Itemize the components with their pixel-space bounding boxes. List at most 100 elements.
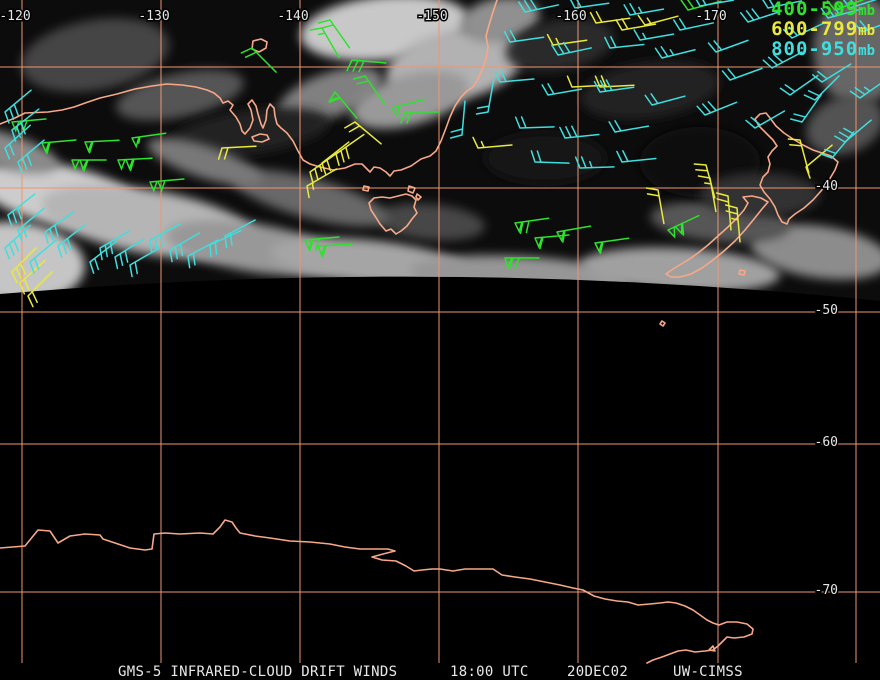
cloud-blob [580,247,780,293]
wind-barb-low [541,83,583,96]
wind-barb-low [761,0,803,9]
wind-barb-low [514,116,555,129]
wind-barb-high [594,237,630,255]
legend-range-low: 800-950 [771,38,859,60]
caption-product-name: GMS-5 INFRARED-CLOUD DRIFT WINDS [118,664,398,680]
wind-barb-high [71,159,107,172]
cloud-blob [813,0,880,105]
wind-barb-high [328,91,358,119]
latitude-label: -40 [815,179,838,194]
coastline-kangaroo-island [251,133,270,143]
wind-barb-high [826,0,868,11]
satellite-image-region [0,0,880,301]
cloud-blob [0,126,59,174]
wind-barb-low [4,124,32,160]
wind-barb-low [803,75,840,101]
wind-barb-low [4,224,32,260]
wind-barb-mid [697,175,717,213]
wind-barb-mid [217,145,257,160]
wind-barb-low [740,8,782,23]
longitude-label: -130 [138,9,169,24]
wind-barb-high [346,59,387,73]
cloud-blob [147,138,263,186]
wind-barb-low [149,223,181,253]
wind-barb-high [317,19,351,49]
wind-barb-low [99,230,131,261]
wind-barb-low [693,0,735,7]
caption-date: 20DEC02 [567,664,629,680]
wind-barb-mid [594,75,635,88]
wind-barb-low [224,219,256,249]
longitude-label: -120 [0,9,31,24]
longitude-label: -150 [416,9,447,24]
wind-barb-low [449,100,466,139]
longitude-label: -160 [555,9,586,24]
wind-barb-low [789,93,823,123]
wind-barb-low [812,63,852,83]
coastline-nz-south-island [665,195,769,278]
wind-barb-low [608,120,650,133]
wind-barb-low [129,247,161,278]
wind-barb-low [518,0,560,13]
wind-barb-low [654,46,696,59]
wind-barb-low [503,30,545,43]
legend-entry-low: 800-950mb [771,40,875,60]
wind-barb-high [240,47,277,73]
wind-barb-low [593,79,635,93]
wind-barb-high [41,139,77,155]
wind-barb-high [84,139,120,154]
wind-barb-low [4,89,32,124]
caption-source: UW-CIMSS [673,664,743,680]
coastline-nz-north-island [754,112,839,225]
wind-barb-low [745,110,786,129]
wind-barb-low [89,240,118,274]
wind-barb-low [616,150,657,163]
wind-barb-low [11,108,40,142]
wind-barb-low [17,139,45,174]
cloud-blob [806,95,880,155]
wind-barb-low [707,39,749,53]
wind-barb-mid [27,271,53,308]
wind-barb-high [400,111,440,124]
latitude-label: -50 [815,303,838,318]
wind-barb-low [842,0,880,9]
wind-barb-low [530,150,570,164]
wind-barb-mid [19,259,47,295]
cloud-blob [170,107,330,157]
wind-barb-low [604,36,645,49]
wind-barb-low [633,29,675,41]
cloud-blob [505,18,615,72]
wind-barb-low [551,41,593,56]
cloud-blob [116,69,244,121]
legend-unit-high: mb [858,3,875,19]
cloud-blob [580,60,720,120]
wind-barb-low [7,193,36,227]
wind-barb-mid [566,75,607,88]
wind-barb-mid [645,187,665,225]
wind-barb-low [644,93,686,106]
legend-range-high: 400-599 [771,0,859,20]
legend-unit-mid: mb [858,23,875,39]
cloud-blob [460,0,540,43]
cloud-blob [750,224,880,280]
wind-barb-low [475,77,495,115]
latitude-label: -60 [815,435,838,450]
cloud-blob [20,18,170,92]
wind-barb-high [317,243,353,258]
wind-barb-low [673,18,715,31]
wind-barb-low [44,211,74,245]
wind-barb-mid [787,138,810,174]
wind-barb-high [117,157,153,172]
coastline-australia [0,0,498,177]
wind-barb-high [504,257,540,270]
wind-barb-high [309,27,340,59]
wind-barb-mid [11,247,37,284]
wind-barb-low [623,3,665,16]
longitude-label: -170 [695,9,726,24]
wind-barb-high [556,225,592,243]
wind-barb-low [187,239,219,269]
wind-barb-high [391,98,426,118]
latitude-label: -70 [815,583,838,598]
